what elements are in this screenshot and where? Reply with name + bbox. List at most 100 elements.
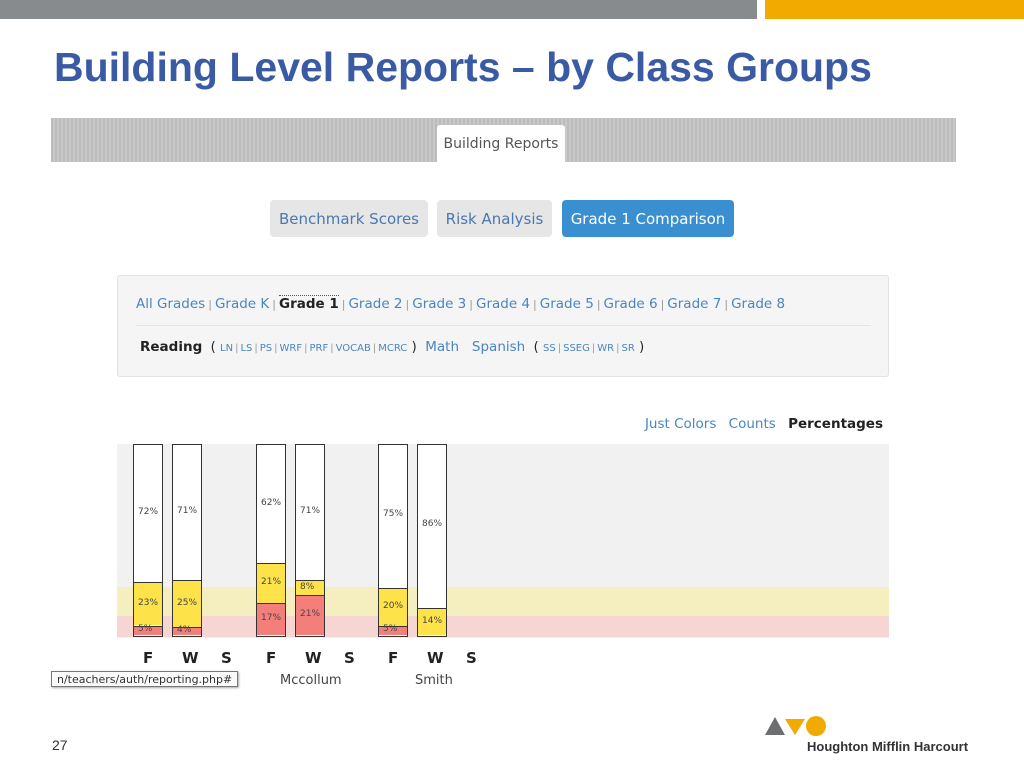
paren-open: ( xyxy=(529,340,539,355)
bar-segment xyxy=(134,445,162,582)
separator: | xyxy=(208,298,212,311)
data-label: 5% xyxy=(383,624,398,635)
chart-bar[interactable]: 71% 25% 4% xyxy=(172,444,202,637)
separator: | xyxy=(405,298,410,311)
separator: | xyxy=(272,298,276,311)
bar-segment xyxy=(379,625,407,635)
period-label: S xyxy=(344,649,355,667)
chart-bar[interactable]: 86% 14% xyxy=(417,444,447,637)
separator: | xyxy=(660,298,665,311)
bar-segment xyxy=(134,625,162,635)
grade-link[interactable]: Grade 3 xyxy=(412,296,467,312)
separator: | xyxy=(235,343,239,354)
grade-link[interactable]: Grade 4 xyxy=(476,296,531,312)
tab-building-reports[interactable]: Building Reports xyxy=(437,125,565,162)
subtest-link[interactable]: SS xyxy=(543,343,556,354)
subtest-link[interactable]: VOCAB xyxy=(335,343,371,354)
app-screenshot: Building Reports Benchmark Scores Risk A… xyxy=(51,118,956,698)
separator: | xyxy=(591,343,596,354)
data-label: 72% xyxy=(138,506,159,517)
subject-spanish[interactable]: Spanish xyxy=(471,339,526,355)
benchmark-scores-button[interactable]: Benchmark Scores xyxy=(270,200,428,237)
chart-bar[interactable]: 71% 8% 21% xyxy=(295,444,325,637)
bar-segment xyxy=(379,445,407,588)
filter-divider xyxy=(136,325,871,326)
period-label: S xyxy=(466,649,477,667)
grade-link[interactable]: Grade 6 xyxy=(603,296,658,312)
grade-link[interactable]: All Grades xyxy=(136,296,206,312)
data-label: 14% xyxy=(422,615,443,626)
grade1-comparison-button[interactable]: Grade 1 Comparison xyxy=(562,200,734,237)
bar-segment xyxy=(257,602,285,635)
subtest-link[interactable]: PRF xyxy=(309,343,329,354)
hmh-logo-icon xyxy=(765,716,826,736)
bar-segment xyxy=(257,562,285,603)
data-label: 62% xyxy=(261,498,282,508)
chart-bar[interactable]: 75% 20% 5% xyxy=(378,444,408,637)
data-label: 71% xyxy=(177,505,198,516)
grade-link[interactable]: Grade 1 xyxy=(278,295,339,312)
brand-name: Houghton Mifflin Harcourt xyxy=(807,739,969,754)
data-label: 86% xyxy=(422,518,443,529)
period-label: W xyxy=(182,649,199,667)
separator: | xyxy=(254,343,258,354)
subtest-link[interactable]: SR xyxy=(621,343,635,354)
separator: | xyxy=(557,343,562,354)
bar-segment xyxy=(379,587,407,626)
data-label: 5% xyxy=(138,624,153,635)
period-label: F xyxy=(143,649,154,667)
data-label: 21% xyxy=(261,576,282,587)
spanish-subtests: SS | SSEG | WR | SR xyxy=(543,339,635,355)
separator: | xyxy=(372,343,377,354)
subtest-link[interactable]: WRF xyxy=(279,343,303,354)
reading-subtests: LN | LS | PS | WRF | PRF | VOCAB | MCRC xyxy=(220,339,407,355)
subtest-link[interactable]: LS xyxy=(240,343,253,354)
period-label: F xyxy=(266,649,277,667)
subtest-link[interactable]: WR xyxy=(597,343,615,354)
bar-segment xyxy=(173,445,201,580)
separator: | xyxy=(274,343,278,354)
data-label: 21% xyxy=(300,609,321,620)
grade-filter: All Grades | Grade K | Grade 1 | Grade 2 | Grade… xyxy=(136,295,786,312)
view-options: Just Colors Counts Percentages xyxy=(637,416,883,432)
view-just-colors[interactable]: Just Colors xyxy=(644,416,717,432)
subject-filter: Reading ( LN | LS | PS | WRF | PRF | VOCAB | MCRC ) … xyxy=(140,339,644,355)
chart-bar[interactable]: 72% 23% 5% xyxy=(133,444,163,637)
data-label: 17% xyxy=(261,612,282,623)
grade-link[interactable]: Grade 7 xyxy=(667,296,722,312)
separator: | xyxy=(341,298,346,311)
benchmark-chart: 72% 23% 5% 71% 25% 4% 62% 21% 17% 71% 8% 21% 75% 20% 5… xyxy=(117,444,889,638)
slide-number: 27 xyxy=(52,737,68,753)
separator: | xyxy=(533,298,537,311)
period-label: F xyxy=(388,649,399,667)
subtest-link[interactable]: PS xyxy=(259,343,273,354)
view-counts[interactable]: Counts xyxy=(728,416,776,432)
data-label: 8% xyxy=(300,581,315,592)
filter-panel: All Grades | Grade K | Grade 1 | Grade 2 | Grade… xyxy=(117,275,889,377)
subject-reading[interactable]: Reading xyxy=(140,339,203,355)
grade-link[interactable]: Grade 8 xyxy=(731,296,786,312)
period-label: S xyxy=(221,649,232,667)
data-label: 25% xyxy=(177,597,198,608)
slide-title: Building Level Reports – by Class Groups xyxy=(54,44,872,90)
period-label: W xyxy=(427,649,444,667)
bar-segment xyxy=(173,579,201,628)
data-label: 71% xyxy=(300,505,321,516)
data-label: 23% xyxy=(138,597,159,608)
subject-math[interactable]: Math xyxy=(425,339,460,355)
red-band xyxy=(117,616,889,637)
top-bar-accent xyxy=(765,0,1024,19)
chart-bar[interactable]: 62% 21% 17% xyxy=(256,444,286,637)
yellow-band xyxy=(117,587,889,616)
subtest-link[interactable]: MCRC xyxy=(378,343,408,354)
grade-link[interactable]: Grade K xyxy=(214,296,270,312)
view-percentages[interactable]: Percentages xyxy=(788,416,883,432)
grade-link[interactable]: Grade 2 xyxy=(348,296,403,312)
subtest-link[interactable]: SSEG xyxy=(563,343,590,354)
data-label: 20% xyxy=(383,600,404,611)
grade-link[interactable]: Grade 5 xyxy=(539,296,594,312)
subtest-link[interactable]: LN xyxy=(220,343,234,354)
bar-segment xyxy=(173,627,201,635)
top-bar-gray xyxy=(0,0,757,19)
risk-analysis-button[interactable]: Risk Analysis xyxy=(437,200,552,237)
